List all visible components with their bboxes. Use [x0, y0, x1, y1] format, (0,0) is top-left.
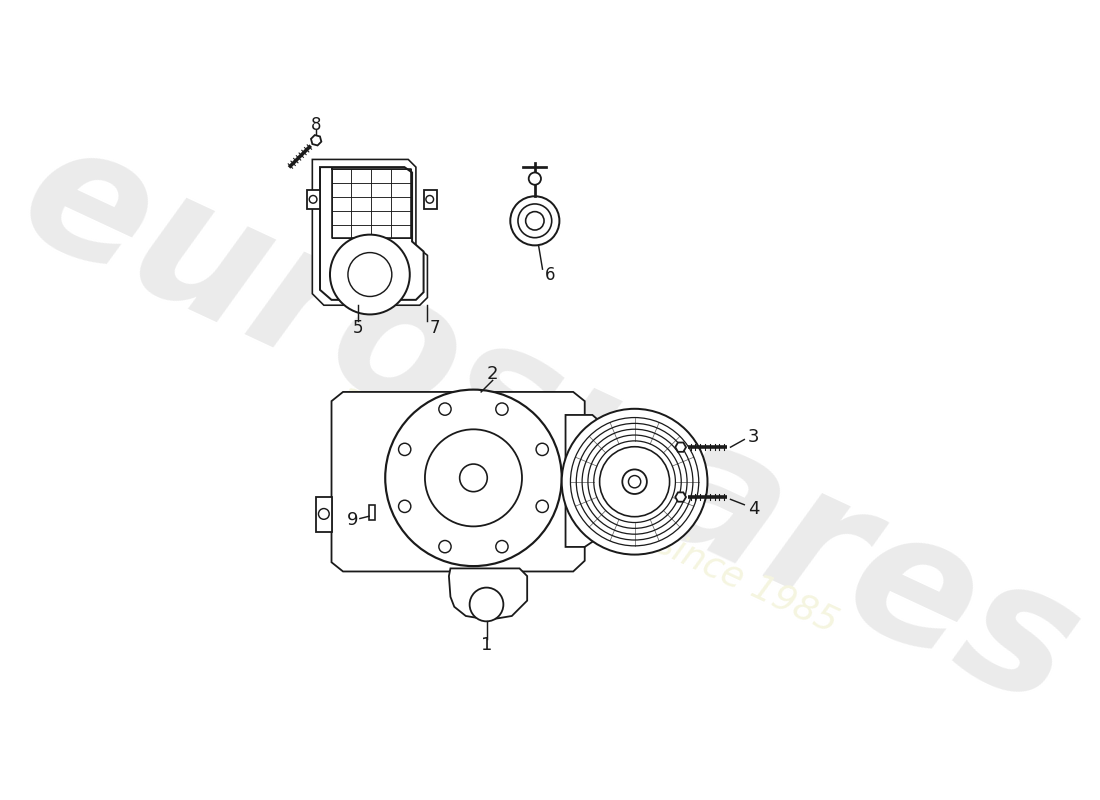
Circle shape	[348, 253, 392, 297]
Circle shape	[330, 234, 410, 314]
Text: 1: 1	[481, 636, 492, 654]
Circle shape	[496, 541, 508, 553]
Polygon shape	[320, 167, 424, 300]
Circle shape	[510, 196, 560, 246]
Polygon shape	[565, 415, 619, 547]
Text: a passion for parts since 1985: a passion for parts since 1985	[334, 378, 843, 639]
Circle shape	[600, 446, 670, 517]
Circle shape	[426, 195, 433, 203]
Polygon shape	[331, 392, 585, 571]
Polygon shape	[316, 497, 331, 531]
Circle shape	[470, 587, 504, 622]
Circle shape	[460, 464, 487, 492]
Text: 5: 5	[353, 319, 364, 338]
Text: 6: 6	[544, 266, 556, 283]
Polygon shape	[311, 135, 321, 146]
Text: 8: 8	[311, 116, 321, 134]
Circle shape	[398, 443, 410, 455]
Polygon shape	[675, 492, 686, 502]
Circle shape	[628, 475, 640, 488]
Circle shape	[526, 212, 544, 230]
Circle shape	[562, 409, 707, 554]
Text: 2: 2	[487, 366, 498, 383]
Text: 7: 7	[430, 319, 440, 338]
Circle shape	[425, 430, 522, 526]
Polygon shape	[307, 190, 320, 210]
Circle shape	[536, 443, 549, 455]
Circle shape	[518, 204, 552, 238]
Polygon shape	[370, 505, 375, 520]
Circle shape	[309, 195, 317, 203]
Circle shape	[623, 470, 647, 494]
Circle shape	[439, 541, 451, 553]
Circle shape	[536, 500, 549, 513]
Text: 3: 3	[748, 428, 759, 446]
Circle shape	[385, 390, 562, 566]
Text: 9: 9	[346, 511, 358, 529]
Polygon shape	[675, 442, 686, 452]
Polygon shape	[312, 159, 428, 306]
Circle shape	[496, 403, 508, 415]
Circle shape	[398, 500, 410, 513]
Circle shape	[529, 173, 541, 185]
Circle shape	[439, 403, 451, 415]
Text: 4: 4	[748, 499, 759, 518]
Polygon shape	[449, 569, 527, 620]
Polygon shape	[424, 190, 437, 210]
Circle shape	[319, 509, 329, 519]
Text: eurospares: eurospares	[0, 103, 1100, 745]
